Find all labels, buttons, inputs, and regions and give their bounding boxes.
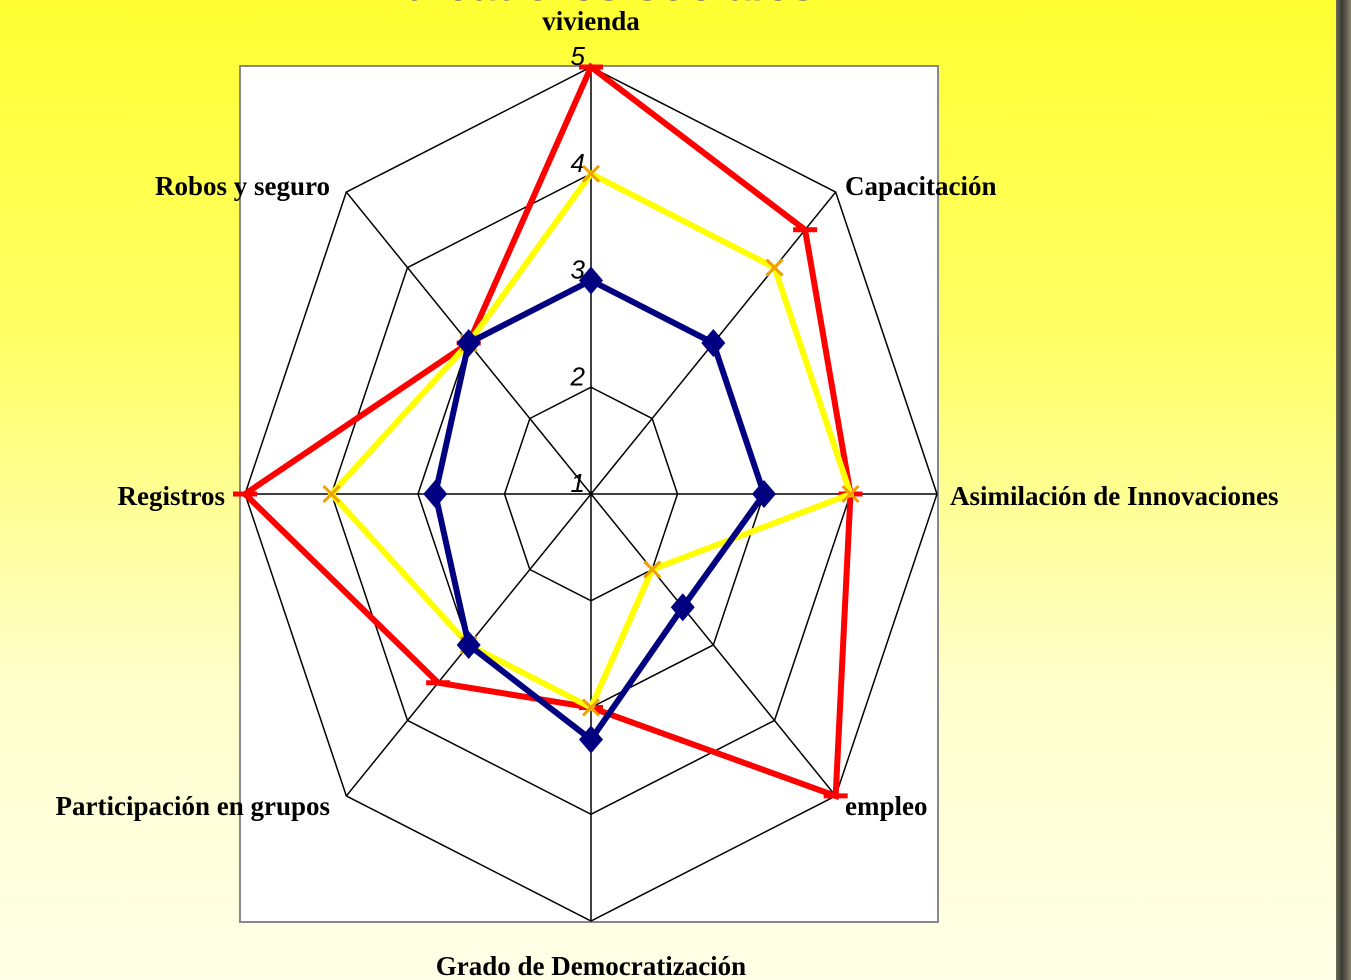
- tick-label: 1: [571, 468, 585, 498]
- tick-label: 2: [570, 361, 586, 391]
- category-label: Grado de Democratización: [436, 951, 746, 980]
- category-label: Registros: [118, 481, 226, 511]
- tick-label: 4: [571, 148, 585, 178]
- category-label: vivienda: [542, 6, 640, 36]
- category-label: empleo: [845, 791, 927, 821]
- category-label: Capacitación: [845, 171, 997, 201]
- category-label: Robos y seguro: [155, 171, 330, 201]
- category-label: Asimilación de Innovaciones: [950, 481, 1279, 511]
- slide: {"chart_data": {"type": "radar", "title"…: [0, 0, 1351, 980]
- chart: Indicadores sociales 12345viviendaCapaci…: [0, 0, 1351, 980]
- category-label: Participación en grupos: [56, 791, 331, 821]
